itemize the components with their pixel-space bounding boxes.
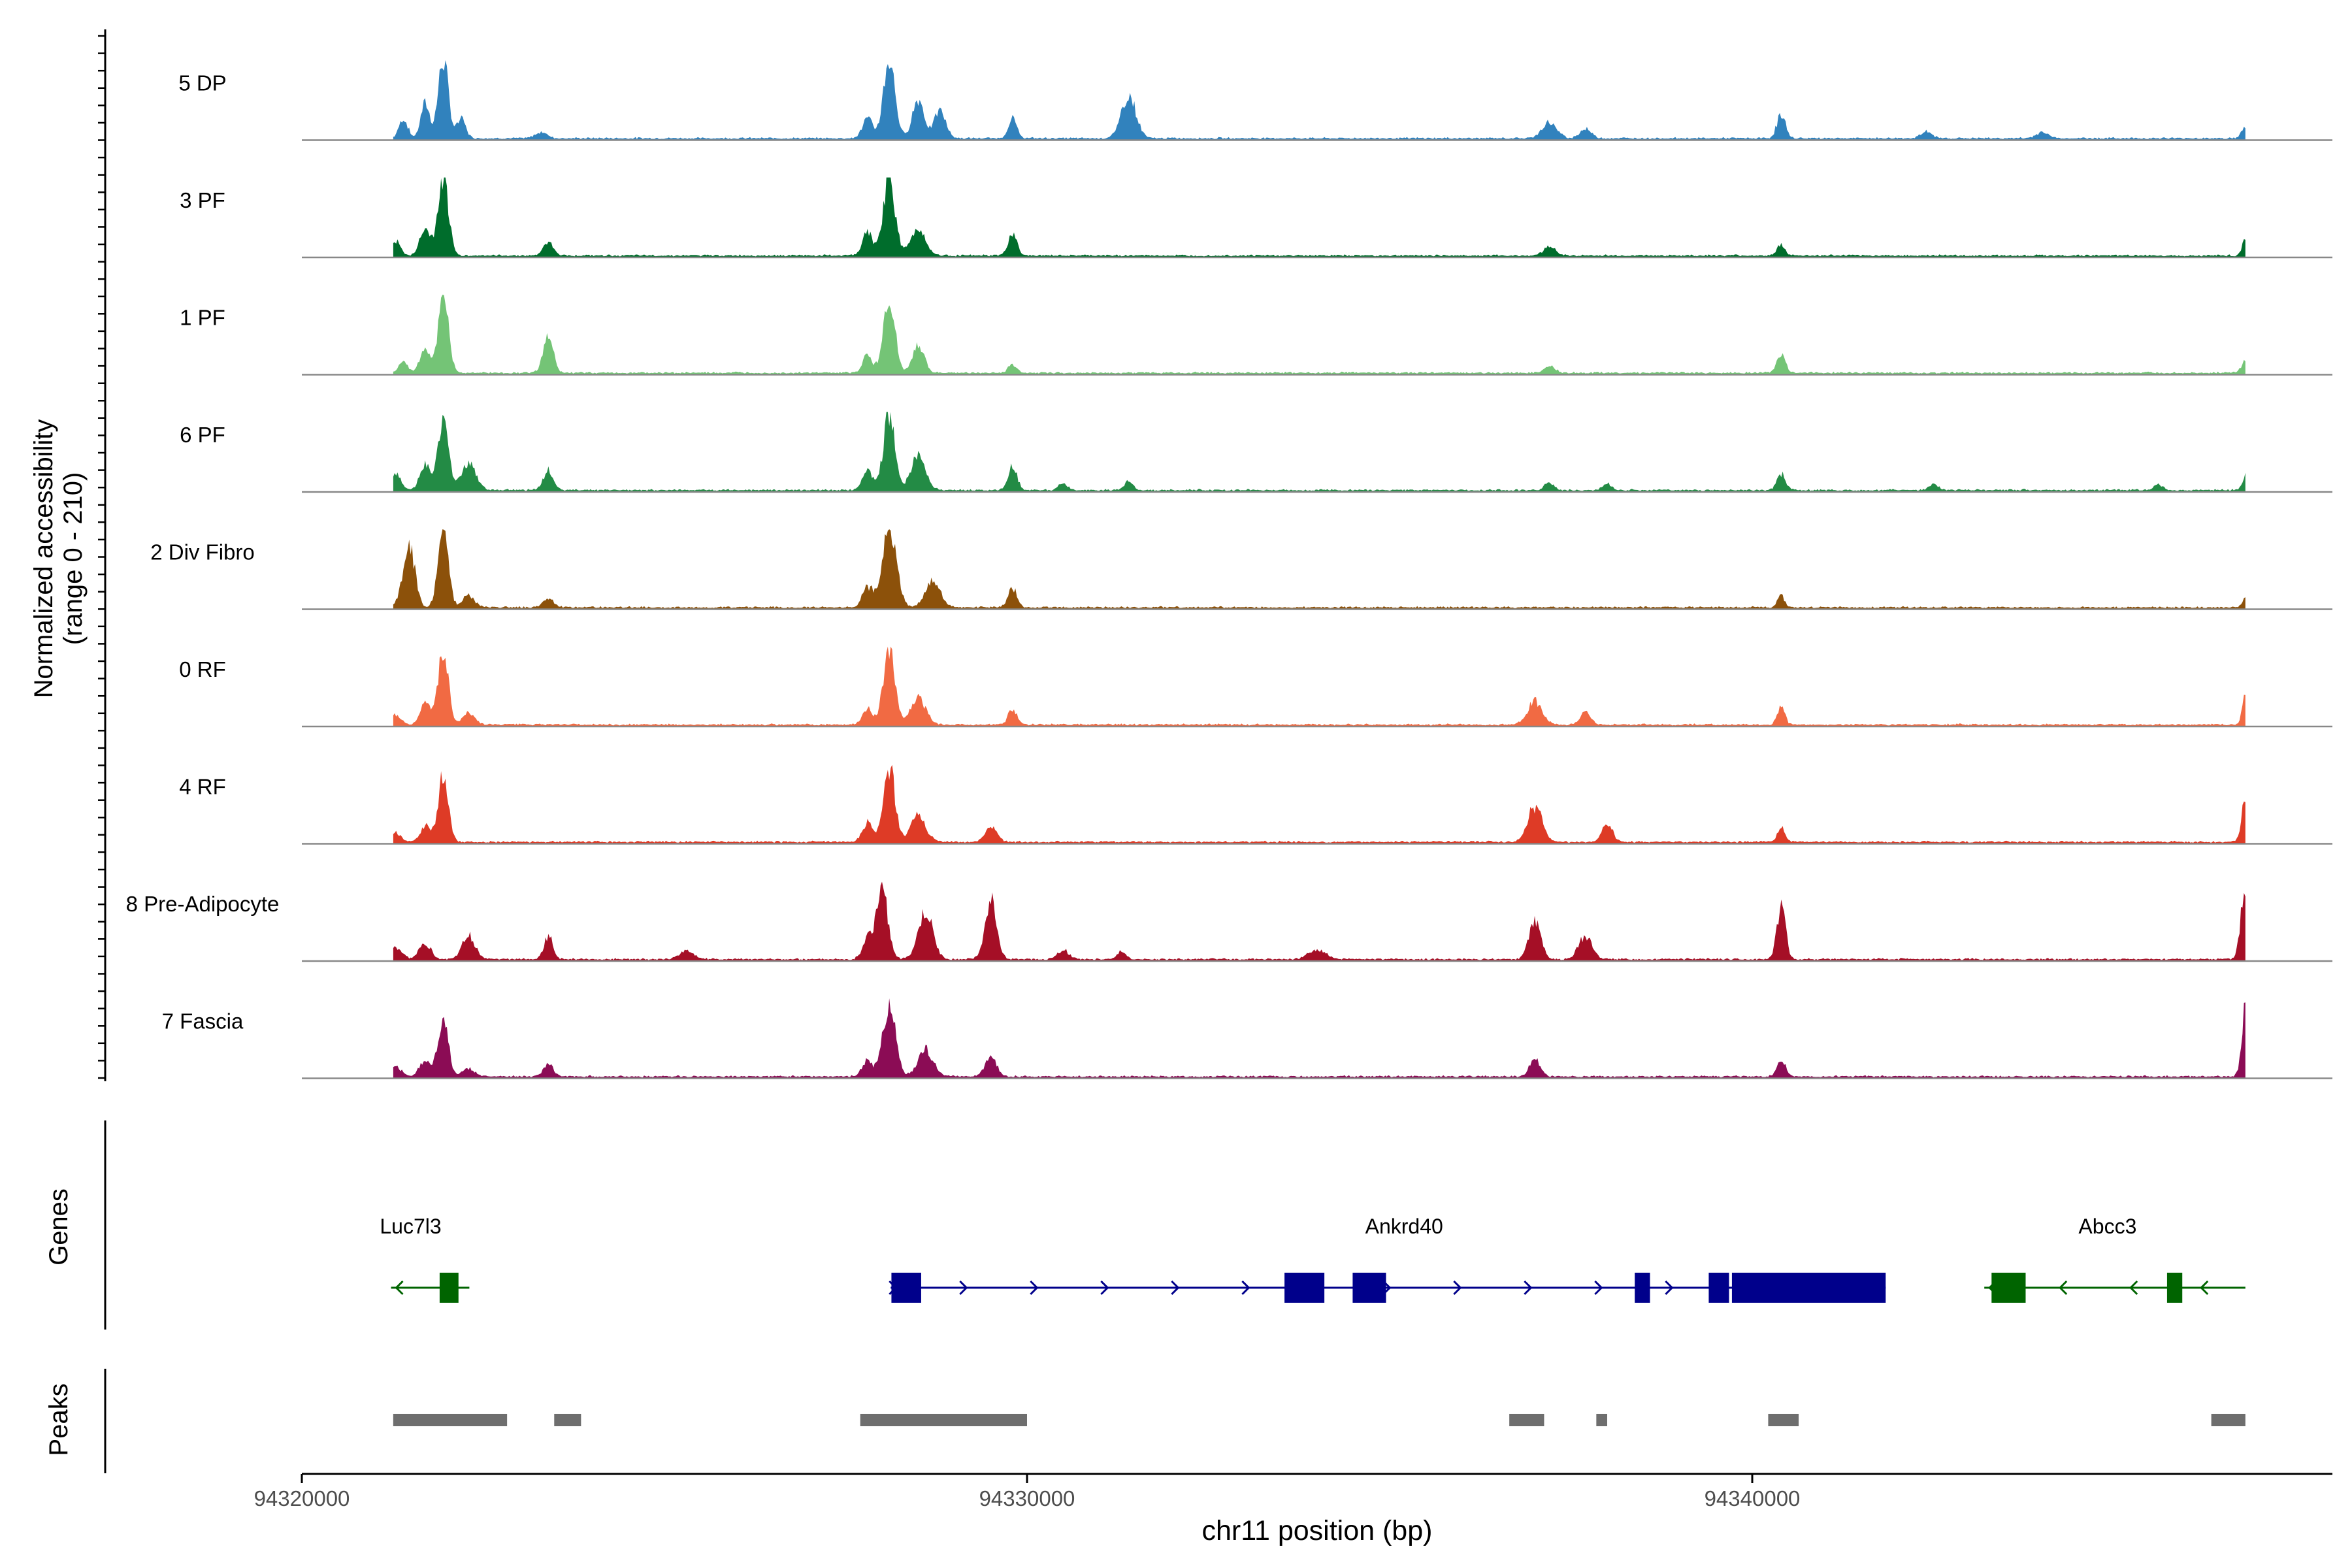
peak-region: [860, 1414, 1027, 1426]
track-1-pf: 1 PF: [180, 295, 2332, 376]
genes-track-label: Genes: [44, 1188, 73, 1266]
track-6-pf: 6 PF: [180, 412, 2332, 493]
track-label: 4 RF: [179, 775, 226, 799]
strand-arrow: [959, 1280, 968, 1296]
strand-arrow: [2200, 1280, 2209, 1296]
track-label: 0 RF: [179, 657, 226, 681]
gene-label: Luc7l3: [380, 1215, 441, 1238]
peak-track: [393, 1414, 2246, 1426]
track-label: 2 Div Fibro: [150, 540, 255, 564]
strand-arrow: [1453, 1280, 1462, 1296]
coverage-tracks: 5 DP 3 PF 1 PF 6 PF 2 Div Fibro 0 RF 4 RF 8 Pre…: [126, 60, 2332, 1079]
gene-exon: [2166, 1273, 2183, 1303]
strand-arrow: [1100, 1280, 1109, 1296]
track-label: 6 PF: [180, 423, 225, 447]
strand-arrow: [2059, 1280, 2068, 1296]
gene-exon: [891, 1273, 921, 1303]
peak-region: [554, 1414, 581, 1426]
track-5-dp: 5 DP: [178, 60, 2332, 141]
gene-track: Luc7l3 Ankrd40 Abcc3: [380, 1215, 2246, 1303]
track-label: 7 Fascia: [162, 1009, 244, 1034]
strand-arrow: [1594, 1280, 1603, 1296]
peak-region: [393, 1414, 508, 1426]
track-2-div-fibro: 2 Div Fibro: [150, 529, 2332, 610]
gene-exon: [1635, 1273, 1650, 1303]
x-tick-label: 94320000: [254, 1486, 350, 1511]
peaks-track-label: Peaks: [44, 1383, 73, 1456]
gene-exon: [1731, 1273, 1886, 1303]
strand-arrow: [1524, 1280, 1533, 1296]
axes: 94320000 94330000 94340000: [98, 29, 2332, 1511]
gene-exon: [1708, 1273, 1729, 1303]
x-tick-label: 94340000: [1705, 1486, 1801, 1511]
strand-arrow: [1171, 1280, 1180, 1296]
gene-label: Abcc3: [2078, 1215, 2136, 1238]
gene-exon: [1352, 1273, 1386, 1303]
peak-region: [1596, 1414, 1607, 1426]
peak-region: [1768, 1414, 1799, 1426]
coverage-area: [393, 881, 2246, 961]
track-7-fascia: 7 Fascia: [162, 998, 2332, 1079]
gene-ankrd40: Ankrd40: [889, 1215, 1886, 1303]
track-8-pre-adipocyte: 8 Pre-Adipocyte: [126, 881, 2332, 962]
gene-abcc3: Abcc3: [1984, 1215, 2246, 1303]
peak-region: [1509, 1414, 1544, 1426]
gene-label: Ankrd40: [1365, 1215, 1443, 1238]
track-0-rf: 0 RF: [179, 646, 2332, 728]
y-axis-label-range: (range 0 - 210): [59, 472, 88, 645]
track-3-pf: 3 PF: [180, 177, 2332, 259]
gene-exon: [1284, 1273, 1325, 1303]
track-4-rf: 4 RF: [179, 764, 2332, 845]
strand-arrow: [1030, 1280, 1039, 1296]
track-label: 8 Pre-Adipocyte: [126, 892, 280, 916]
gene-exon: [1991, 1273, 2026, 1303]
strand-arrow: [1241, 1280, 1250, 1296]
track-label: 1 PF: [180, 306, 225, 330]
gene-luc7l3: Luc7l3: [380, 1215, 470, 1303]
strand-arrow: [1665, 1280, 1674, 1296]
strand-arrow: [395, 1280, 404, 1296]
gene-exon: [439, 1273, 459, 1303]
coverage-area: [393, 60, 2246, 140]
peak-region: [2211, 1414, 2246, 1426]
x-tick-label: 94330000: [979, 1486, 1075, 1511]
track-label: 3 PF: [180, 188, 225, 212]
coverage-area: [393, 295, 2246, 375]
track-label: 5 DP: [178, 71, 226, 95]
y-axis-label: Normalized accessibility: [29, 419, 58, 698]
strand-arrow: [2129, 1280, 2138, 1296]
x-axis-label: chr11 position (bp): [1202, 1515, 1433, 1546]
